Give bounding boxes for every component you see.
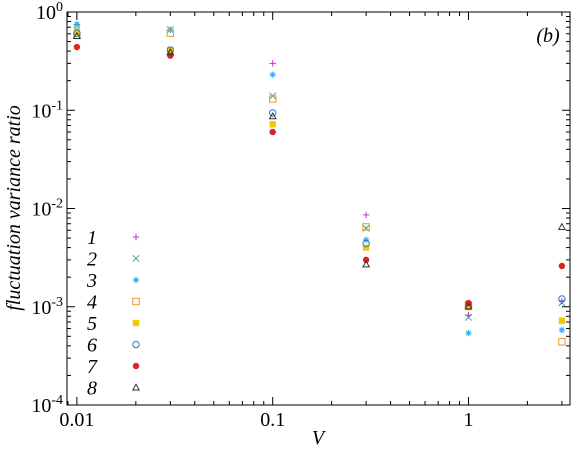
- x-tick-label: 0.01: [59, 409, 94, 431]
- point: [167, 52, 174, 59]
- point: [558, 326, 566, 334]
- point: [269, 60, 276, 67]
- point: [166, 29, 175, 37]
- legend-marker: [132, 340, 140, 349]
- plot-frame: [66, 11, 571, 406]
- legend-marker: [131, 383, 141, 391]
- x-axis-label: V: [312, 427, 327, 449]
- y-tick-label: 100: [36, 0, 63, 24]
- point: [558, 295, 566, 303]
- legend-label: 6: [87, 335, 97, 357]
- y-tick-label: 10-2: [31, 197, 63, 221]
- point: [558, 338, 566, 346]
- legend-label: 2: [87, 249, 97, 271]
- point: [362, 244, 370, 251]
- point: [558, 317, 566, 324]
- y-tick-label: 10-1: [31, 98, 63, 122]
- point: [73, 29, 81, 37]
- point: [558, 262, 566, 270]
- point: [268, 111, 277, 120]
- x-tick-label: 0.1: [260, 409, 285, 431]
- point: [268, 109, 277, 117]
- point: [73, 21, 81, 28]
- point: [72, 31, 81, 40]
- legend-marker: [132, 254, 140, 263]
- x-tick-label: 1: [463, 409, 473, 431]
- point: [464, 313, 473, 321]
- point: [362, 236, 370, 244]
- legend-marker: [132, 319, 140, 327]
- legend-label: 3: [86, 270, 97, 292]
- legend-marker: [132, 297, 140, 306]
- point: [166, 47, 175, 56]
- legend-label: 4: [87, 292, 97, 314]
- point: [362, 260, 371, 268]
- point: [362, 211, 370, 219]
- legend-marker: [132, 362, 140, 370]
- legend-label: 5: [87, 313, 97, 335]
- point: [557, 222, 566, 230]
- point: [73, 28, 81, 35]
- point: [73, 43, 81, 51]
- point: [558, 299, 566, 307]
- point: [464, 302, 473, 310]
- y-tick-label: 10-3: [31, 295, 63, 319]
- point: [269, 71, 276, 78]
- legend-marker: [132, 276, 140, 284]
- y-tick-label: 10-4: [31, 393, 63, 417]
- point: [269, 121, 276, 128]
- point: [362, 239, 370, 248]
- point: [465, 329, 472, 337]
- y-axis-label: fluctuation variance ratio: [3, 105, 25, 311]
- point: [269, 128, 276, 136]
- point: [167, 46, 174, 54]
- point: [362, 256, 370, 264]
- annotation: (b): [536, 25, 560, 47]
- point: [465, 303, 472, 311]
- point: [268, 95, 277, 103]
- legend-label: 7: [87, 356, 98, 378]
- legend-marker: [132, 233, 140, 241]
- legend-label: 8: [87, 378, 97, 400]
- point: [362, 223, 370, 231]
- legend-label: 1: [87, 227, 97, 249]
